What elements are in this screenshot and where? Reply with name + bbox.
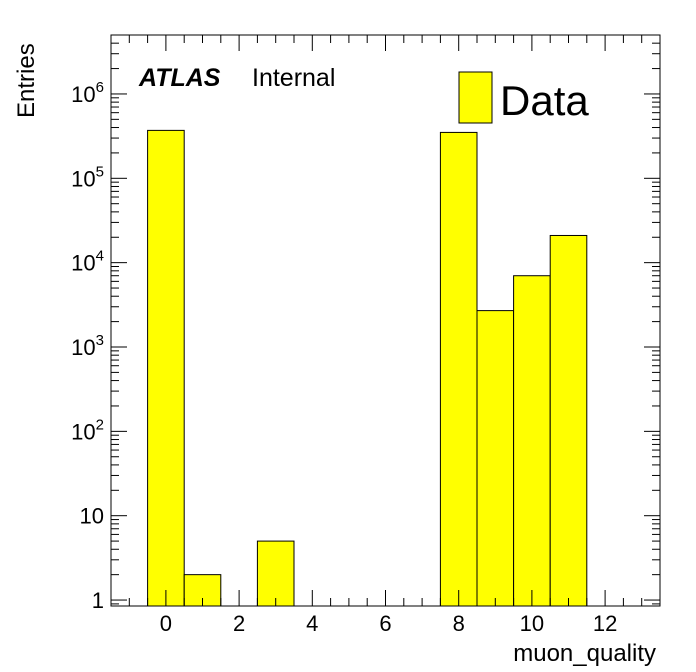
histogram-bar-3	[256, 540, 295, 607]
x-tick-label: 6	[379, 611, 391, 636]
y-tick-label: 1	[92, 588, 104, 613]
x-tick-label: 10	[520, 611, 544, 636]
y-tick-label: 104	[71, 248, 104, 276]
y-tick-label: 106	[71, 79, 104, 107]
histogram-bar-0	[147, 129, 185, 607]
y-tick-label: 105	[71, 163, 104, 191]
x-tick-labels: 0 2 4 6 8 10 12	[160, 611, 618, 636]
x-tick-label: 8	[453, 611, 465, 636]
x-axis-title: muon_quality	[513, 640, 656, 667]
axis-ticks	[110, 34, 661, 606]
histogram-bar-8	[439, 131, 478, 607]
x-tick-label: 0	[160, 611, 172, 636]
y-tick-label: 103	[71, 332, 104, 360]
internal-label: Internal	[252, 64, 335, 92]
y-axis-title: Entries	[13, 43, 40, 118]
y-tick-label: 10	[80, 504, 104, 529]
x-tick-label: 12	[593, 611, 617, 636]
atlas-label: ATLAS	[138, 64, 221, 92]
histogram-bar-10	[513, 275, 551, 607]
y-tick-labels: 1 10 102 103 104 105 106	[71, 79, 104, 613]
x-tick-label: 2	[233, 611, 245, 636]
x-tick-label: 4	[306, 611, 318, 636]
histogram-bar-11	[549, 234, 588, 607]
histogram-bars	[147, 129, 588, 607]
y-tick-label: 102	[71, 416, 104, 444]
legend-swatch	[458, 71, 493, 124]
legend-label: Data	[500, 77, 589, 124]
histogram-bar-9	[476, 310, 515, 607]
